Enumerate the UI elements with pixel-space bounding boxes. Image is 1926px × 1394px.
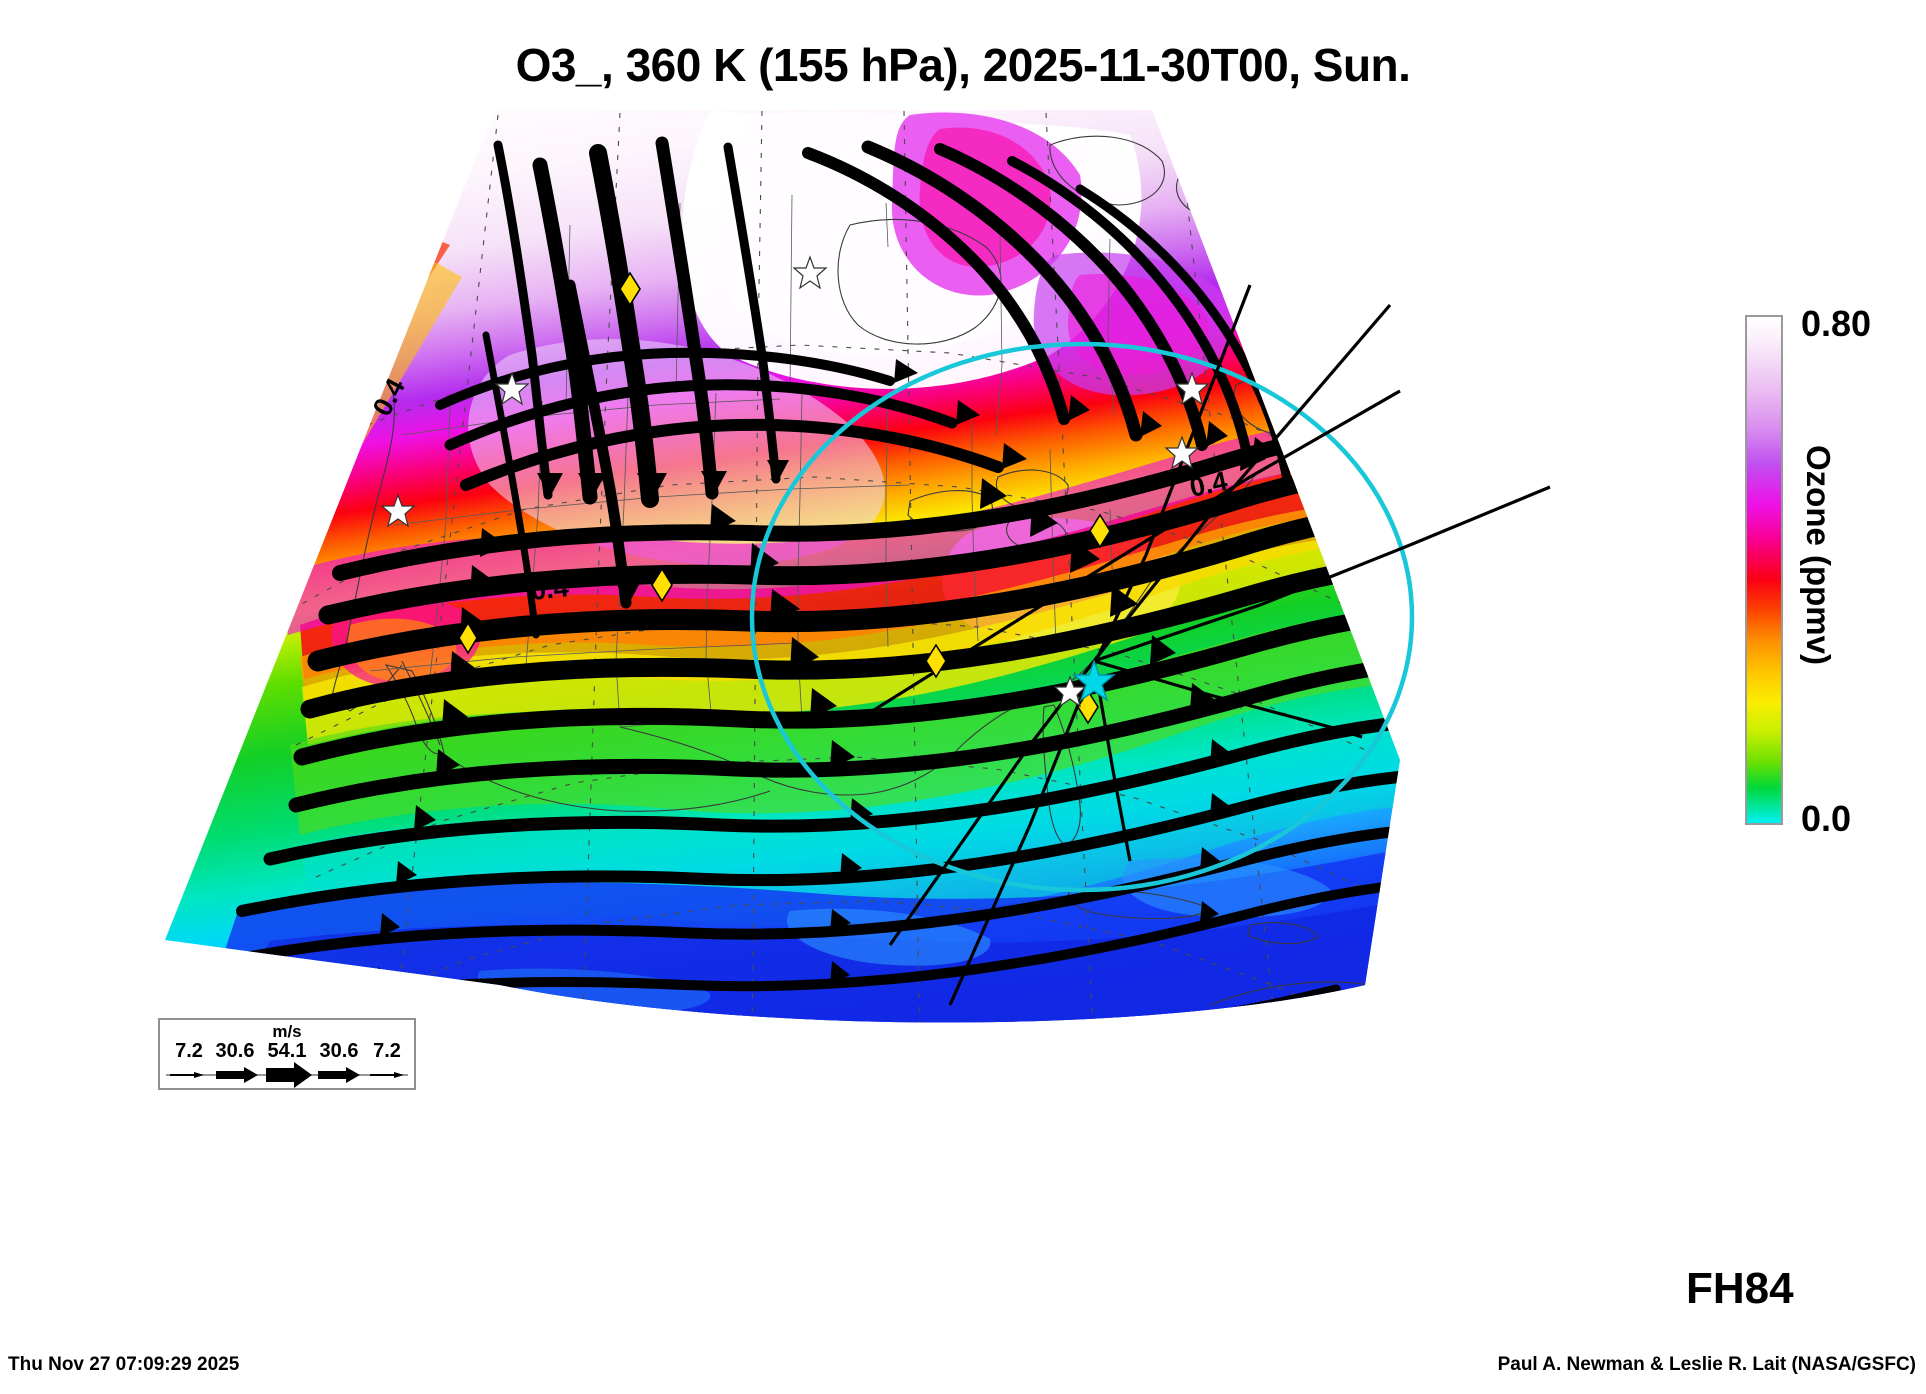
waypoint-marker[interactable] [1089, 513, 1111, 549]
range-ring-circle [749, 341, 1415, 893]
site-marker[interactable] [1053, 675, 1087, 708]
wind-legend-arrow-scale [166, 1062, 408, 1088]
site-marker[interactable] [380, 493, 416, 528]
waypoint-marker[interactable] [925, 643, 947, 679]
wind-legend-value: 7.2 [373, 1040, 401, 1062]
generation-timestamp: Thu Nov 27 07:09:29 2025 [8, 1354, 240, 1375]
flight-track-4 [1093, 485, 1551, 663]
primary-site-marker[interactable] [1072, 658, 1116, 702]
ozone-map[interactable]: 0.4 0.4 0.4 [150, 105, 1670, 1115]
wind-legend-value: 7.2 [175, 1040, 203, 1062]
wind-legend-unit-label: m/s [272, 1022, 302, 1041]
site-marker[interactable] [792, 255, 828, 290]
wind-legend-value: 30.6 [319, 1040, 359, 1062]
page-title: O3_, 360 K (155 hPa), 2025-11-30T00, Sun… [515, 39, 1411, 91]
waypoint-marker[interactable] [619, 271, 641, 307]
wind-legend-value: 30.6 [215, 1040, 255, 1062]
flight-track-2 [849, 389, 1401, 727]
colorbar-max-label: 0.80 [1801, 303, 1872, 344]
author-credit: Paul A. Newman & Leslie R. Lait (NASA/GS… [1497, 1354, 1916, 1375]
waypoint-marker[interactable] [458, 621, 478, 655]
site-marker[interactable] [494, 371, 530, 406]
colorbar-gradient [1745, 315, 1783, 825]
map-panel[interactable]: 0.4 0.4 0.4 [150, 105, 1670, 1115]
waypoint-marker[interactable] [651, 567, 673, 603]
range-ring-overlay [749, 341, 1415, 893]
station-marker-layer[interactable] [380, 255, 1210, 725]
site-marker[interactable] [1174, 371, 1210, 406]
colorbar: 0.80 0.0 Ozone (ppmv) [1745, 303, 1925, 839]
forecast-hour-label: FH84 [1686, 1264, 1794, 1313]
colorbar-axis-label: Ozone (ppmv) [1800, 445, 1837, 665]
waypoint-markers [458, 271, 1111, 725]
wind-legend-value: 54.1 [267, 1040, 307, 1062]
site-markers [380, 255, 1210, 708]
wind-speed-legend: m/s 7.2 30.6 54.1 30.6 7.2 [158, 1018, 416, 1090]
flight-track-5 [1093, 659, 1363, 739]
contour-label-1: 0.4 [529, 572, 569, 606]
colorbar-min-label: 0.0 [1801, 798, 1852, 839]
site-marker[interactable] [1164, 435, 1200, 470]
